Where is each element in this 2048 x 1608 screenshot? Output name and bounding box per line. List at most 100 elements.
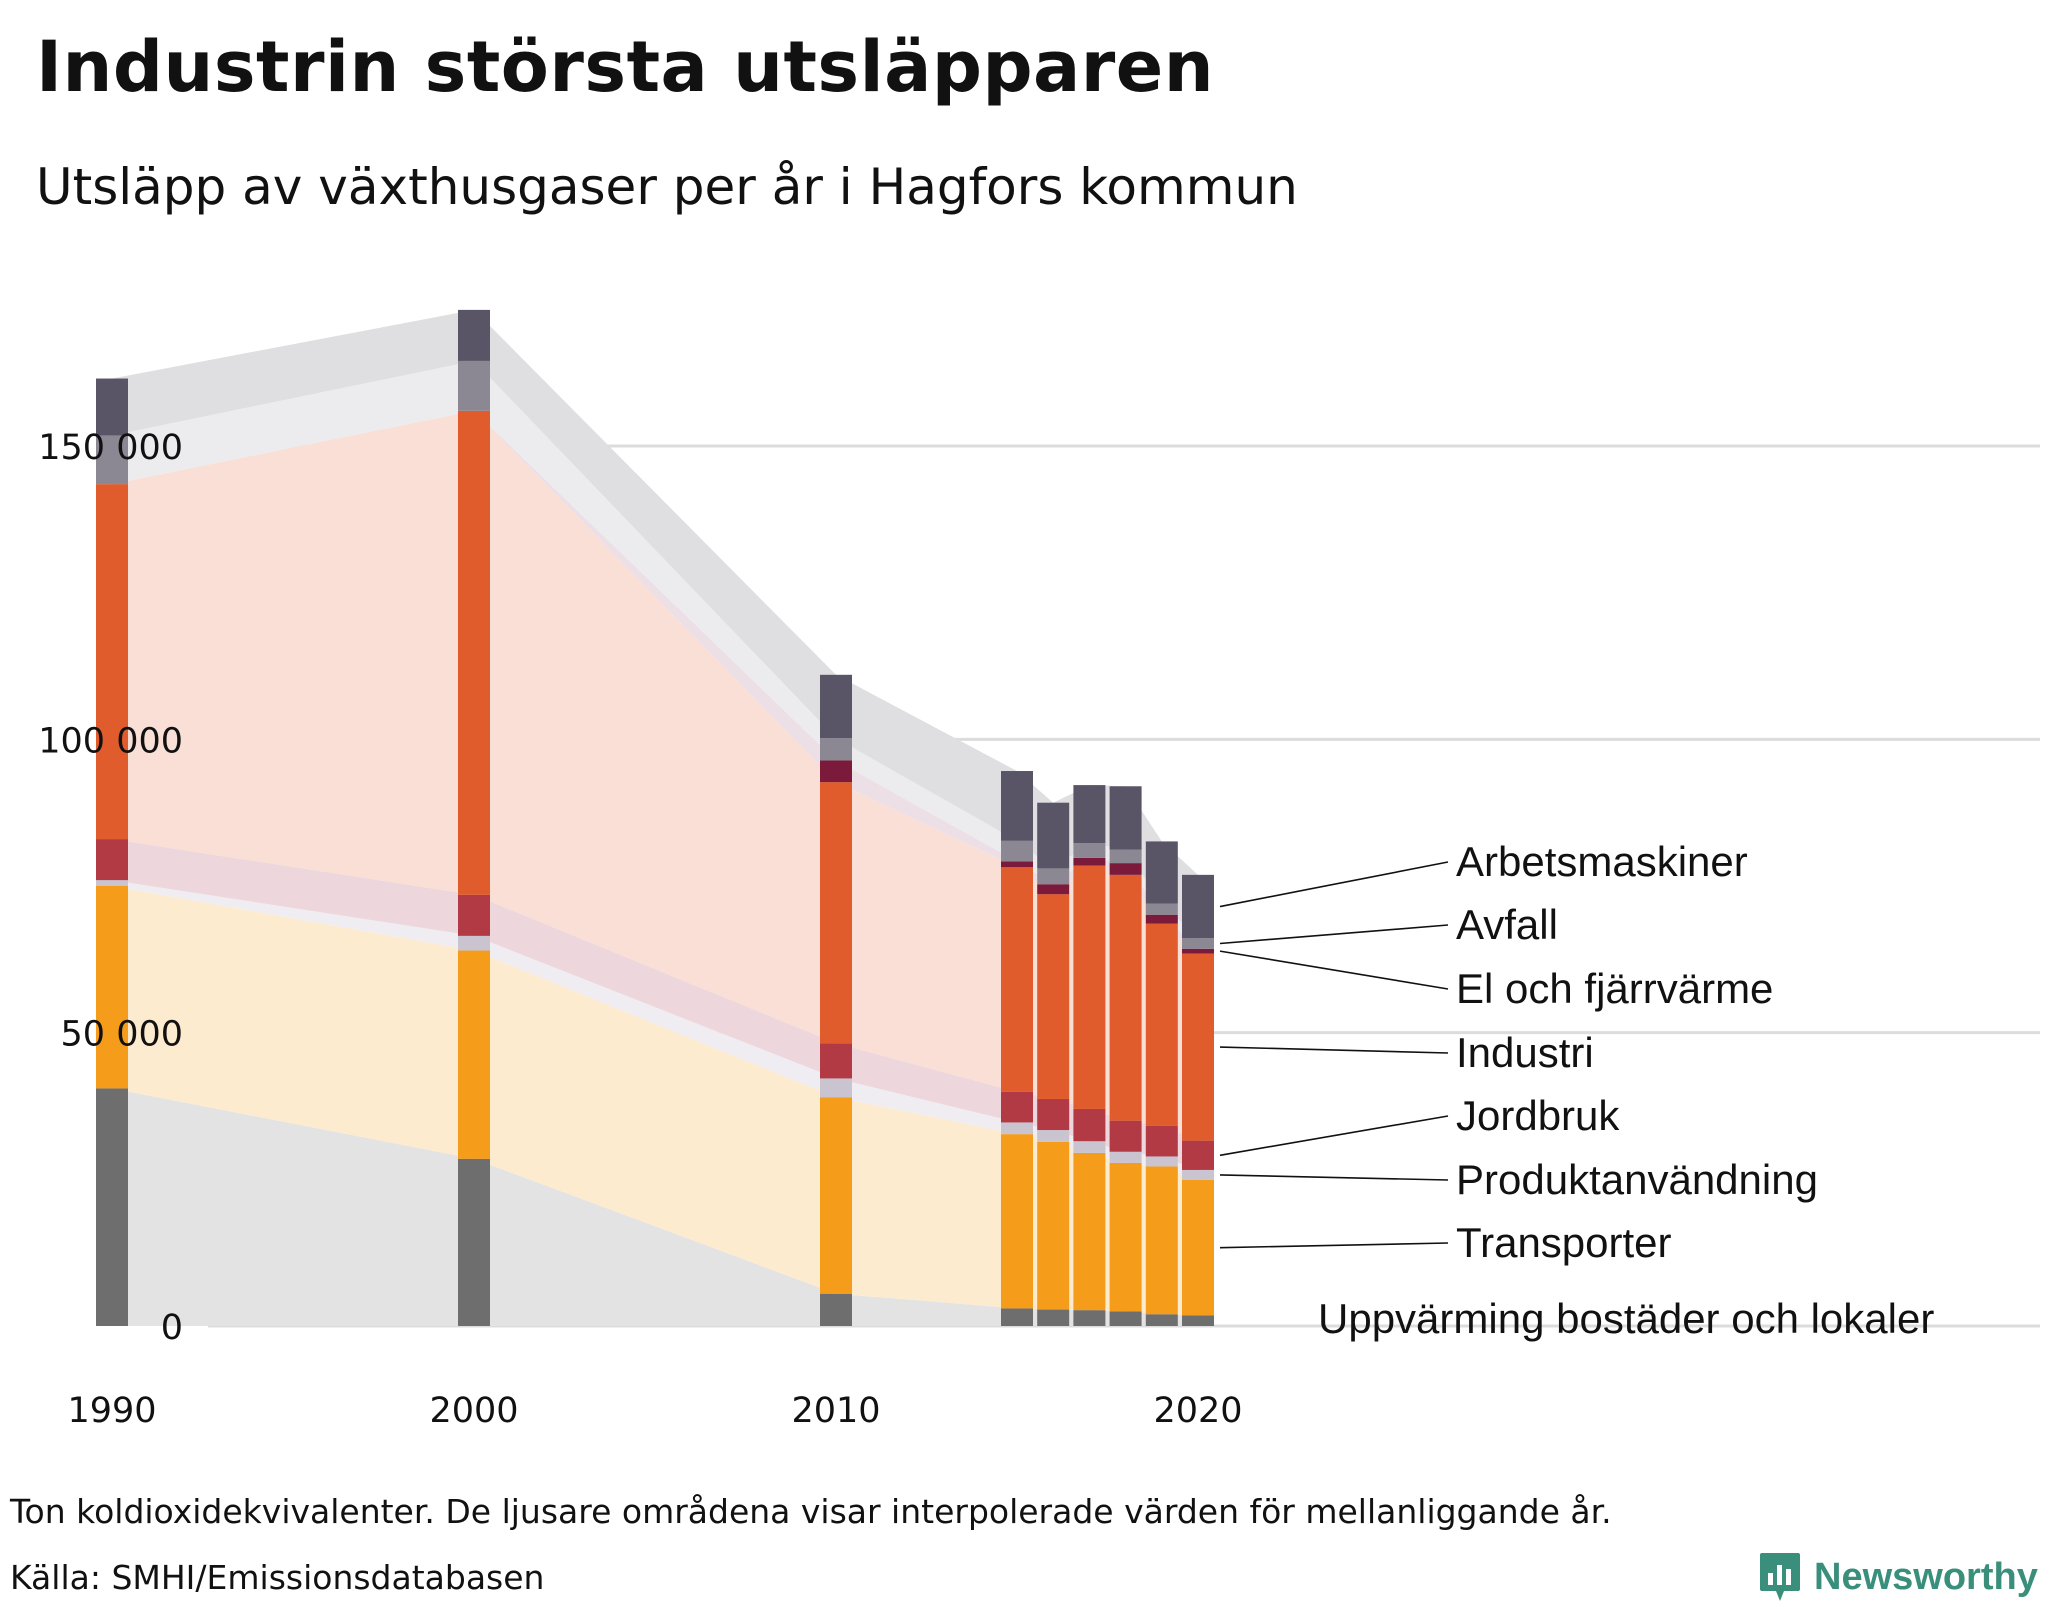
- bar-transporter-2019: [1145, 1166, 1178, 1315]
- newsworthy-logo-icon: [1760, 1553, 1800, 1601]
- series-label-produktanvandning: Produktanvändning: [1456, 1156, 1818, 1203]
- bar-jordbruk-2015: [1001, 1091, 1033, 1123]
- bar-el-och-fjarrvarme-2010: [820, 760, 852, 783]
- bar-arbetsmaskiner-2020: [1182, 874, 1214, 939]
- bar-arbetsmaskiner-2010: [820, 674, 852, 739]
- bar-industri-2016: [1037, 894, 1070, 1099]
- series-label-el-och-fjarrvarme: El och fjärrvärme: [1456, 965, 1773, 1012]
- bar-jordbruk-2010: [820, 1043, 852, 1079]
- leader-line-jordbruk: [1219, 1115, 1449, 1157]
- series-label-arbetsmaskiner: Arbetsmaskiner: [1456, 838, 1748, 885]
- area-transporter: [112, 886, 1198, 1316]
- bar-industri-2019: [1145, 923, 1178, 1126]
- chart-subtitle: Utsläpp av växthusgaser per år i Hagfors…: [36, 158, 1298, 216]
- bar-avfall-2010: [820, 738, 852, 761]
- bar-uppvarming-bostader-och-lokaler-2018: [1109, 1311, 1142, 1326]
- area-uppvarming-bostader-och-lokaler: [112, 1088, 1198, 1326]
- bar-arbetsmaskiner-1990: [96, 378, 128, 436]
- bar-el-och-fjarrvarme-2015: [1001, 861, 1033, 868]
- chart-source: Källa: SMHI/Emissionsdatabasen: [10, 1558, 545, 1597]
- bar-uppvarming-bostader-och-lokaler-2000: [458, 1158, 490, 1326]
- area-jordbruk: [112, 839, 1198, 1170]
- bar-transporter-2010: [820, 1097, 852, 1294]
- area-avfall: [112, 360, 1198, 949]
- bar-jordbruk-2019: [1145, 1125, 1178, 1157]
- series-label-jordbruk: Jordbruk: [1456, 1092, 1620, 1139]
- bar-jordbruk-2018: [1109, 1120, 1142, 1152]
- bar-produktanvandning-2020: [1182, 1169, 1214, 1180]
- bar-jordbruk-2020: [1182, 1140, 1214, 1170]
- bar-transporter-2015: [1001, 1134, 1033, 1309]
- bar-transporter-2017: [1073, 1152, 1106, 1311]
- bar-produktanvandning-1990: [96, 880, 128, 886]
- series-label-avfall: Avfall: [1456, 901, 1558, 948]
- leader-line-industri: [1219, 1046, 1449, 1054]
- bar-industri-2018: [1109, 874, 1142, 1121]
- bars: [96, 309, 1214, 1326]
- bar-industri-2000: [458, 410, 490, 895]
- bar-transporter-2016: [1037, 1141, 1070, 1310]
- leader-line-produktanvandning: [1219, 1174, 1449, 1181]
- bar-uppvarming-bostader-och-lokaler-2015: [1001, 1308, 1033, 1326]
- bar-transporter-2020: [1182, 1179, 1214, 1316]
- bar-avfall-2000: [458, 360, 490, 411]
- bar-uppvarming-bostader-och-lokaler-1990: [96, 1088, 128, 1326]
- area-el-och-fjarrvarme: [112, 410, 1198, 954]
- bar-uppvarming-bostader-och-lokaler-2020: [1182, 1315, 1214, 1326]
- series-label-industri: Industri: [1456, 1029, 1594, 1076]
- bar-transporter-2018: [1109, 1162, 1142, 1312]
- y-tick-label: 0: [161, 1308, 183, 1348]
- bar-el-och-fjarrvarme-2017: [1073, 857, 1106, 866]
- y-tick-label: 150 000: [38, 428, 183, 468]
- bar-avfall-2020: [1182, 938, 1214, 949]
- chart-note: Ton koldioxidekvivalenter. De ljusare om…: [10, 1492, 1612, 1531]
- y-tick-label: 100 000: [38, 721, 183, 761]
- leader-line-transporter: [1219, 1242, 1449, 1249]
- bar-arbetsmaskiner-2016: [1037, 802, 1070, 869]
- leader-line-avfall: [1219, 924, 1449, 945]
- bar-el-och-fjarrvarme-2020: [1182, 948, 1214, 954]
- bar-arbetsmaskiner-2000: [458, 309, 490, 361]
- x-tick-label: 2010: [791, 1391, 880, 1431]
- bar-produktanvandning-2010: [820, 1078, 852, 1098]
- bar-industri-1990: [96, 484, 128, 840]
- y-axis: 0 50 000 100 000 150 000: [38, 428, 183, 1348]
- bar-transporter-2000: [458, 950, 490, 1159]
- bar-transporter-1990: [96, 886, 128, 1089]
- bar-industri-2017: [1073, 865, 1106, 1109]
- bar-produktanvandning-2018: [1109, 1151, 1142, 1163]
- x-axis: 1990 2000 2010 2020: [67, 1391, 1242, 1431]
- leader-line-el-och-fjarrvarme: [1219, 950, 1449, 990]
- x-tick-label: 1990: [67, 1391, 156, 1431]
- y-tick-label: 50 000: [61, 1015, 183, 1055]
- bar-avfall-2017: [1073, 843, 1106, 858]
- bar-produktanvandning-2017: [1073, 1141, 1106, 1153]
- bar-el-och-fjarrvarme-2018: [1109, 863, 1142, 875]
- area-produktanvandning: [112, 880, 1198, 1180]
- interpolated-areas: [112, 309, 1198, 1326]
- bar-produktanvandning-2016: [1037, 1130, 1070, 1142]
- bar-uppvarming-bostader-och-lokaler-2019: [1145, 1314, 1178, 1326]
- series-label-uppvarming-bostader-och-lokaler: Uppvärming bostäder och lokaler: [1318, 1295, 1934, 1342]
- x-tick-label: 2020: [1153, 1391, 1242, 1431]
- bar-avfall-2015: [1001, 840, 1033, 862]
- newsworthy-logo-text: Newsworthy: [1814, 1555, 2038, 1598]
- chart-title: Industrin största utsläpparen: [36, 26, 1215, 108]
- bar-el-och-fjarrvarme-2019: [1145, 914, 1178, 924]
- stacked-bar-chart: 0 50 000 100 000 150 000 1990 2000 2010 2020 U…: [38, 309, 2040, 1431]
- bar-produktanvandning-2000: [458, 935, 490, 951]
- area-industri: [112, 410, 1198, 1141]
- bar-arbetsmaskiner-2018: [1109, 786, 1142, 850]
- bar-produktanvandning-2015: [1001, 1122, 1033, 1135]
- bar-avfall-2016: [1037, 868, 1070, 885]
- area-arbetsmaskiner: [112, 309, 1198, 939]
- bar-uppvarming-bostader-och-lokaler-2017: [1073, 1310, 1106, 1326]
- bar-jordbruk-2000: [458, 894, 490, 936]
- bar-avfall-2018: [1109, 849, 1142, 864]
- series-labels: Uppvärming bostäder och lokaler Transport…: [1219, 838, 1934, 1342]
- bar-industri-2010: [820, 782, 852, 1044]
- bar-jordbruk-2017: [1073, 1108, 1106, 1142]
- leader-line-arbetsmaskiner: [1219, 861, 1449, 908]
- newsworthy-logo: Newsworthy: [1758, 1546, 2038, 1608]
- bar-el-och-fjarrvarme-2016: [1037, 884, 1070, 895]
